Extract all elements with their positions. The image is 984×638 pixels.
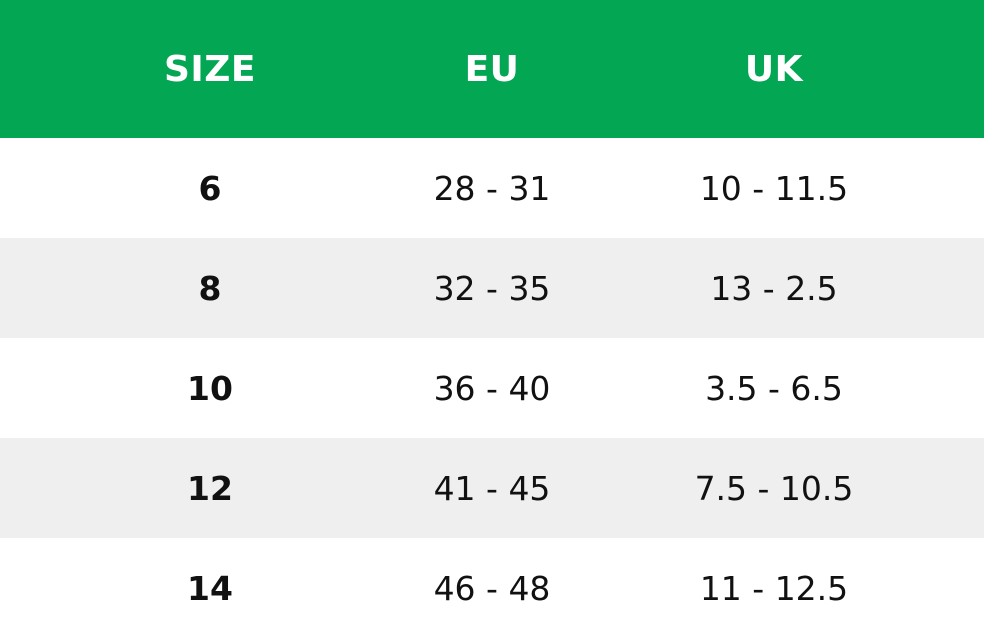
column-header-size: SIZE — [163, 48, 257, 90]
column-header-uk: UK — [744, 48, 804, 90]
size-cell: 8 — [198, 268, 222, 308]
eu-cell: 28 - 31 — [433, 168, 551, 208]
table-row: 6 28 - 31 10 - 11.5 — [0, 138, 984, 238]
size-cell: 10 — [187, 368, 233, 408]
table-row: 12 41 - 45 7.5 - 10.5 — [0, 438, 984, 538]
uk-cell: 11 - 12.5 — [699, 568, 849, 608]
size-cell: 6 — [198, 168, 222, 208]
uk-cell: 3.5 - 6.5 — [705, 368, 843, 408]
table-row: 10 36 - 40 3.5 - 6.5 — [0, 338, 984, 438]
uk-cell: 7.5 - 10.5 — [694, 468, 854, 508]
uk-cell: 10 - 11.5 — [699, 168, 849, 208]
table-body: 6 28 - 31 10 - 11.5 8 32 - 35 13 - 2.5 1… — [0, 138, 984, 638]
eu-cell: 32 - 35 — [433, 268, 551, 308]
table-row: 14 46 - 48 11 - 12.5 — [0, 538, 984, 638]
eu-cell: 41 - 45 — [433, 468, 551, 508]
table-row: 8 32 - 35 13 - 2.5 — [0, 238, 984, 338]
size-cell: 14 — [187, 568, 233, 608]
size-cell: 12 — [187, 468, 233, 508]
eu-cell: 36 - 40 — [433, 368, 551, 408]
uk-cell: 13 - 2.5 — [710, 268, 838, 308]
table-header-row: SIZE EU UK — [0, 0, 984, 138]
column-header-eu: EU — [464, 48, 520, 90]
eu-cell: 46 - 48 — [433, 568, 551, 608]
